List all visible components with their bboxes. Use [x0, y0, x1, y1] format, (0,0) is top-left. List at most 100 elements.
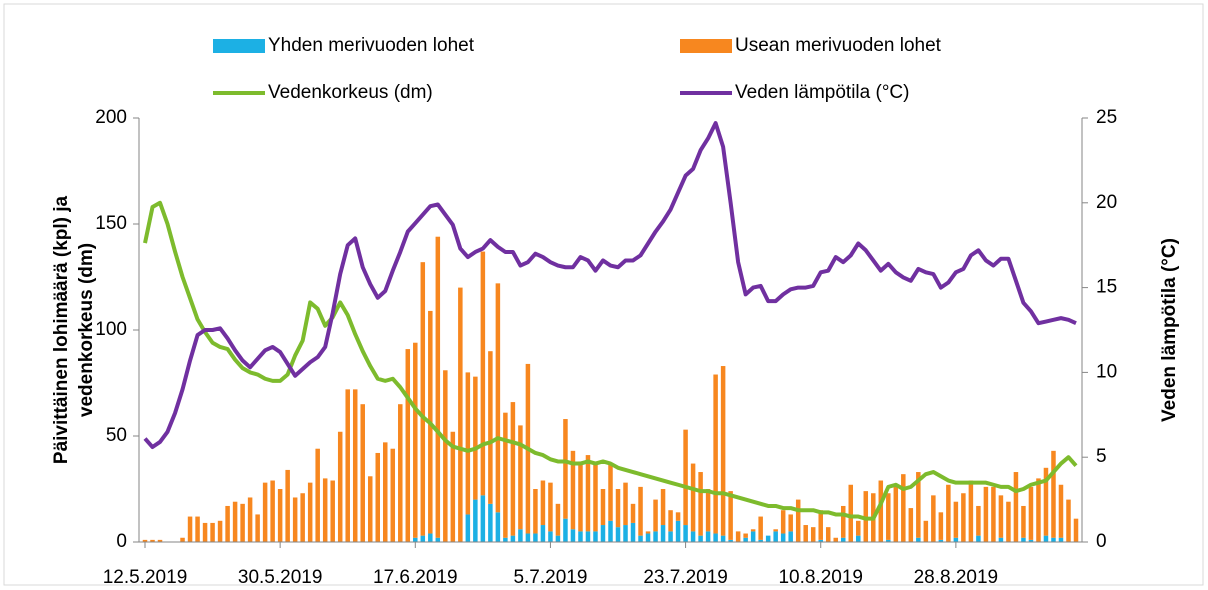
bar: [683, 525, 688, 542]
bar: [548, 531, 553, 542]
bar: [187, 516, 193, 542]
bar: [953, 501, 959, 538]
y2-tick-label: 5: [1096, 446, 1107, 467]
y-tick-label: 200: [95, 107, 127, 128]
bar: [653, 531, 658, 542]
bar: [277, 489, 283, 542]
bar: [458, 287, 463, 542]
bar: [608, 463, 613, 521]
bar: [322, 478, 328, 542]
bar: [660, 525, 666, 542]
bar: [901, 474, 906, 542]
bar: [645, 531, 651, 534]
bar: [450, 431, 456, 542]
bar: [398, 404, 403, 542]
bar: [247, 497, 253, 542]
bar: [683, 429, 688, 526]
bar: [743, 537, 748, 542]
bar: [563, 518, 568, 542]
bar: [630, 522, 636, 542]
bar: [773, 529, 778, 532]
bar: [585, 455, 591, 532]
y-tick-label: 50: [106, 425, 127, 446]
bar: [623, 525, 628, 542]
bar: [916, 537, 921, 542]
bar: [570, 450, 576, 530]
bar: [533, 489, 538, 534]
bar: [443, 370, 448, 542]
y2-tick-label: 25: [1096, 107, 1117, 128]
bar: [420, 262, 426, 536]
bar: [285, 469, 290, 542]
bar: [863, 491, 869, 542]
bar: [413, 537, 418, 542]
bar: [638, 486, 643, 536]
bar: [998, 537, 1004, 542]
bar: [1073, 518, 1079, 542]
bar: [1013, 472, 1019, 542]
bar: [750, 529, 756, 532]
bar: [886, 539, 891, 542]
bar: [848, 484, 854, 542]
bar: [330, 480, 335, 542]
bar: [991, 486, 996, 542]
bar: [976, 505, 981, 536]
bar: [480, 251, 486, 496]
bar: [488, 351, 493, 504]
x-tick-label: 17.6.2019: [373, 567, 458, 588]
bar: [983, 486, 989, 542]
bar: [473, 376, 478, 500]
bar: [690, 463, 696, 532]
bar: [540, 480, 546, 526]
bar: [435, 236, 441, 538]
bar: [953, 537, 959, 542]
bar: [998, 495, 1004, 538]
bar: [1021, 505, 1026, 538]
bar: [525, 533, 531, 542]
bar: [240, 503, 245, 542]
legend-label: Yhden merivuoden lohet: [268, 35, 475, 56]
bar: [961, 493, 966, 542]
bar: [1058, 537, 1064, 542]
bar: [1043, 535, 1049, 542]
x-tick-label: 23.7.2019: [643, 567, 728, 588]
bar: [150, 539, 155, 542]
bar: [893, 484, 899, 542]
bar: [533, 533, 538, 542]
line: [143, 200, 1078, 521]
bar: [818, 539, 823, 542]
line: [143, 121, 1077, 450]
bar: [1028, 539, 1034, 542]
bar: [765, 535, 771, 542]
bar: [435, 537, 441, 542]
bar: [157, 539, 163, 542]
bar: [653, 499, 658, 532]
y2-tick-label: 10: [1096, 361, 1117, 382]
bar: [615, 489, 621, 528]
bar: [780, 533, 786, 542]
bar: [660, 489, 666, 526]
y-tick-label: 150: [95, 213, 127, 234]
bar: [946, 484, 951, 542]
bar: [413, 342, 418, 538]
bar: [225, 505, 230, 542]
bar: [976, 535, 981, 542]
bar: [938, 539, 944, 542]
y-tick-label: 0: [116, 531, 127, 552]
bar: [593, 461, 598, 532]
bar: [465, 514, 471, 542]
bar: [375, 452, 381, 542]
bar: [232, 501, 238, 542]
bar: [315, 448, 320, 542]
bar: [570, 529, 576, 542]
bar: [825, 527, 831, 542]
bar: [555, 503, 561, 536]
bar: [810, 527, 816, 542]
legend-label: Usean merivuoden lohet: [735, 35, 942, 56]
bar: [840, 537, 846, 542]
bar: [758, 539, 763, 542]
bar: [675, 512, 681, 521]
bar: [713, 533, 718, 542]
x-tick-label: 5.7.2019: [513, 567, 587, 588]
